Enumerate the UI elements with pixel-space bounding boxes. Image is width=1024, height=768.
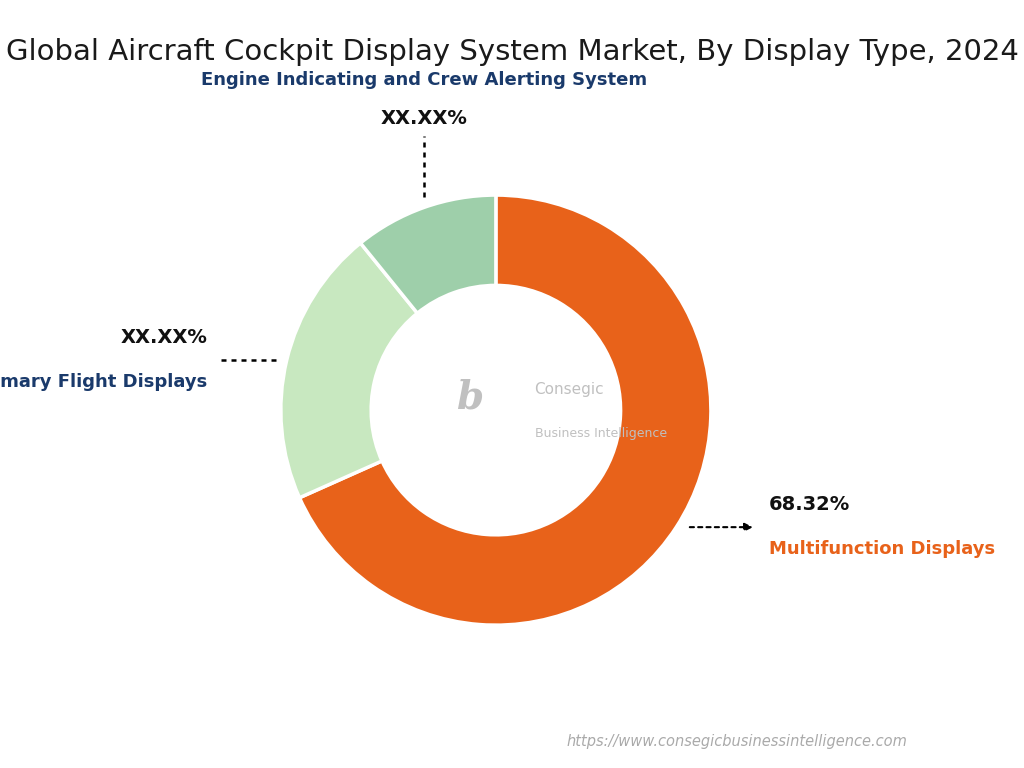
Wedge shape <box>360 195 496 313</box>
Wedge shape <box>281 243 418 498</box>
Text: Business Intelligence: Business Intelligence <box>535 427 667 440</box>
Text: XX.XX%: XX.XX% <box>120 328 207 347</box>
Text: https://www.consegicbusinessintelligence.com: https://www.consegicbusinessintelligence… <box>567 733 907 749</box>
Text: 68.32%: 68.32% <box>769 495 850 515</box>
Text: Engine Indicating and Crew Alerting System: Engine Indicating and Crew Alerting Syst… <box>201 71 647 89</box>
Text: b: b <box>457 378 483 416</box>
Text: Primary Flight Displays: Primary Flight Displays <box>0 373 207 391</box>
Text: XX.XX%: XX.XX% <box>381 109 468 127</box>
Wedge shape <box>299 195 711 625</box>
Text: Consegic: Consegic <box>535 382 604 397</box>
Text: Multifunction Displays: Multifunction Displays <box>769 540 995 558</box>
Text: Global Aircraft Cockpit Display System Market, By Display Type, 2024: Global Aircraft Cockpit Display System M… <box>5 38 1019 66</box>
